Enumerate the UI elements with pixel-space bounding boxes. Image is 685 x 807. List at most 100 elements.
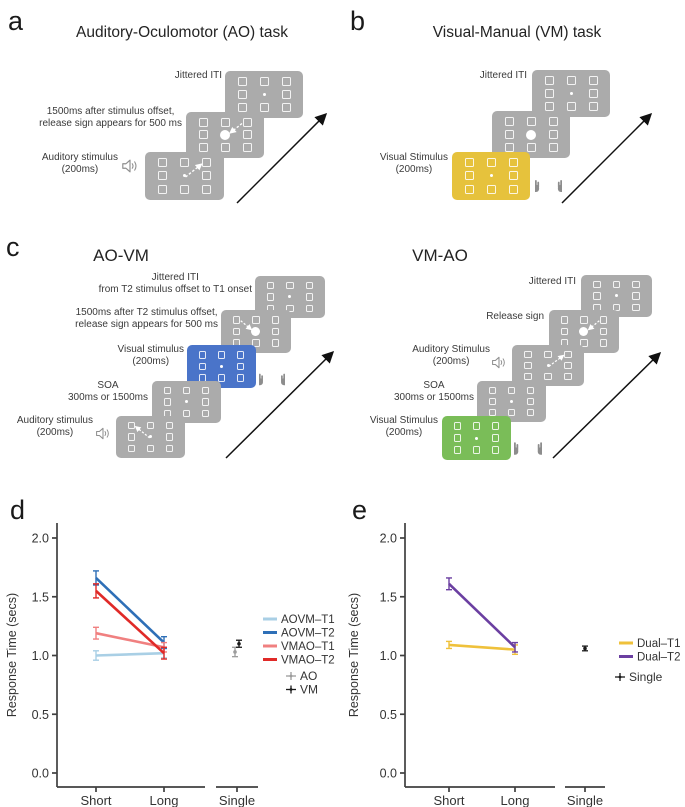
screen-cell bbox=[626, 290, 646, 301]
placeholder-square bbox=[491, 422, 500, 430]
svg-text:VMAO–T2: VMAO–T2 bbox=[281, 655, 335, 667]
placeholder-square bbox=[237, 90, 247, 99]
svg-text:Response Time (secs): Response Time (secs) bbox=[347, 593, 361, 717]
placeholder-square bbox=[198, 362, 207, 371]
screen-aovm-soa bbox=[152, 381, 221, 423]
screen-cell bbox=[275, 75, 297, 88]
screen-cell bbox=[193, 349, 212, 361]
placeholder-square bbox=[504, 130, 514, 139]
screen-cell bbox=[520, 115, 542, 128]
screen-cell bbox=[467, 432, 486, 444]
placeholder-square bbox=[453, 446, 462, 454]
hands-icon bbox=[259, 368, 285, 389]
screen-vmao-soa bbox=[477, 381, 546, 422]
chart-d-response-time: 0.0 0.5 1.0 1.5 2.0 Short Long Single Response T… bbox=[5, 523, 335, 807]
screen-cell bbox=[280, 291, 299, 302]
screen-cell bbox=[483, 407, 502, 418]
label-aovm-soa: SOA 300ms or 1500ms bbox=[67, 380, 148, 403]
placeholder-square bbox=[560, 316, 569, 324]
placeholder-square bbox=[220, 143, 230, 153]
label-vmao-soa: SOA 300ms or 1500ms bbox=[393, 380, 474, 403]
screen-cell bbox=[231, 88, 253, 101]
screen-cell bbox=[231, 349, 250, 361]
placeholder-square bbox=[526, 117, 536, 126]
placeholder-square bbox=[165, 444, 174, 453]
screen-cell bbox=[542, 115, 564, 128]
screen-cell bbox=[483, 396, 502, 407]
screen-cell bbox=[266, 314, 285, 326]
placeholder-square bbox=[266, 293, 275, 301]
screen-cell bbox=[538, 87, 560, 100]
label-a-jittered-iti: Jittered ITI bbox=[174, 70, 222, 81]
svg-text:Single: Single bbox=[629, 670, 663, 684]
svg-text:Dual–T2: Dual–T2 bbox=[637, 652, 680, 664]
label-a-auditory-stimulus: Auditory stimulus (200ms) bbox=[41, 152, 118, 175]
panel-c-letter: c bbox=[6, 232, 20, 262]
svg-text:0.5: 0.5 bbox=[32, 708, 49, 722]
speaker-icon bbox=[491, 355, 507, 370]
screen-cell bbox=[122, 431, 141, 442]
placeholder-square bbox=[217, 374, 226, 382]
placeholder-square bbox=[588, 76, 598, 85]
screen-cell bbox=[261, 280, 280, 291]
screen-cell bbox=[560, 74, 582, 87]
screen-vmao-visual-stimulus bbox=[442, 416, 511, 460]
screen-cell bbox=[177, 408, 196, 419]
screen-cell bbox=[275, 88, 297, 101]
fixation-dot bbox=[182, 174, 186, 178]
screen-b-jittered-iti bbox=[532, 70, 610, 117]
screen-cell bbox=[122, 420, 141, 431]
placeholder-square bbox=[526, 397, 535, 406]
placeholder-square bbox=[220, 117, 230, 127]
svg-text:0.0: 0.0 bbox=[380, 767, 397, 781]
placeholder-square bbox=[524, 361, 532, 370]
placeholder-square bbox=[491, 434, 500, 442]
screen-cell bbox=[231, 101, 253, 114]
screen-cell bbox=[521, 407, 540, 418]
screen-cell bbox=[542, 141, 564, 154]
screen-cell bbox=[275, 101, 297, 114]
screen-cell bbox=[173, 169, 195, 182]
screen-cell bbox=[231, 75, 253, 88]
placeholder-square bbox=[165, 433, 174, 441]
screen-cell bbox=[560, 100, 582, 113]
screen-cell bbox=[246, 337, 265, 349]
placeholder-square bbox=[146, 444, 155, 453]
screen-cell bbox=[555, 314, 574, 326]
placeholder-square bbox=[305, 304, 314, 313]
placeholder-square bbox=[163, 386, 172, 395]
screen-cell bbox=[521, 385, 540, 396]
screen-cell bbox=[594, 314, 613, 326]
placeholder-square bbox=[127, 444, 136, 453]
placeholder-square bbox=[564, 361, 572, 370]
placeholder-square bbox=[564, 350, 572, 359]
screen-cell bbox=[607, 279, 627, 290]
label-vmao-release: Release sign bbox=[486, 311, 544, 322]
placeholder-square bbox=[179, 184, 189, 194]
placeholder-square bbox=[526, 386, 535, 395]
placeholder-square bbox=[632, 292, 640, 300]
svg-text:1.5: 1.5 bbox=[32, 590, 49, 604]
placeholder-square bbox=[202, 171, 212, 181]
screen-cell bbox=[538, 100, 560, 113]
placeholder-square bbox=[127, 421, 136, 430]
label-vmao-visual: Visual Stimulus (200ms) bbox=[369, 415, 438, 438]
placeholder-square bbox=[564, 372, 572, 381]
screen-cell bbox=[582, 100, 604, 113]
placeholder-square bbox=[453, 422, 462, 430]
label-aovm-visual: Visual stimulus (200ms) bbox=[117, 344, 184, 367]
screen-cell bbox=[486, 420, 505, 432]
screen-cell bbox=[486, 444, 505, 456]
screen-cell bbox=[558, 349, 578, 360]
placeholder-square bbox=[146, 421, 155, 430]
placeholder-square bbox=[236, 362, 245, 371]
placeholder-square bbox=[157, 171, 167, 181]
screen-cell bbox=[458, 156, 480, 169]
screen-cell bbox=[467, 444, 486, 456]
placeholder-square bbox=[271, 339, 280, 347]
svg-text:1.0: 1.0 bbox=[32, 649, 49, 663]
fixation-dot bbox=[185, 400, 188, 404]
screen-cell bbox=[246, 314, 265, 326]
placeholder-square bbox=[488, 397, 497, 406]
screen-cell bbox=[214, 129, 236, 142]
